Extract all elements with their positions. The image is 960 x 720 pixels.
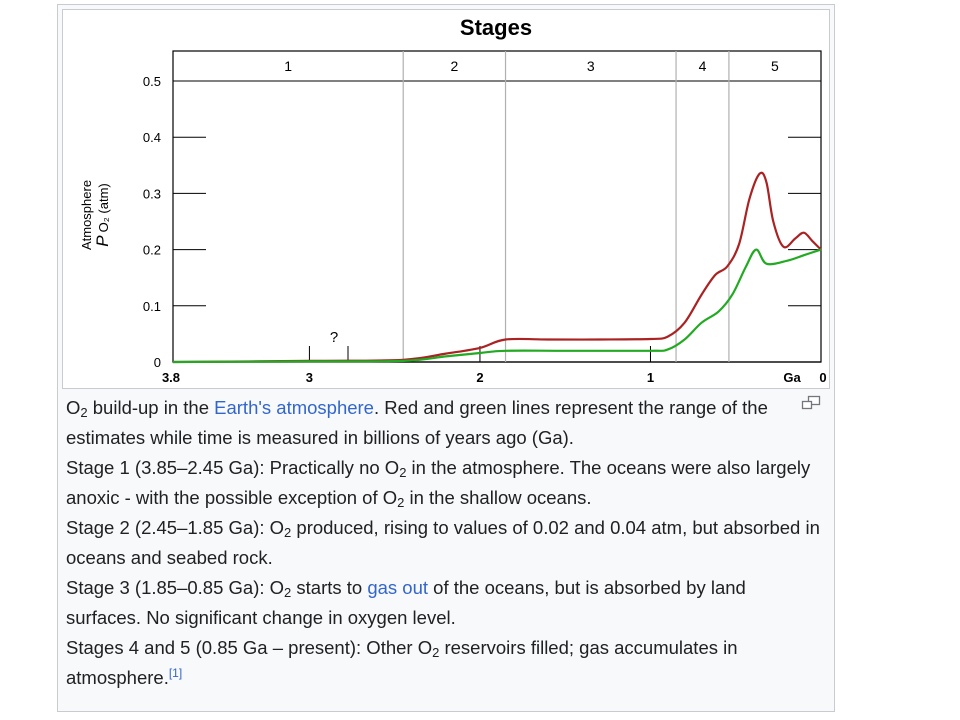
x-tick-label: 0 <box>819 370 826 385</box>
chart-figure[interactable]: Stages Atmosphere P O₂ (atm) Ga ? 1 2 3 4 5 0 0… <box>62 9 830 389</box>
upper-estimate-line <box>172 171 822 364</box>
enlarge-icon <box>801 395 821 410</box>
y-axis-label-italic: P <box>93 235 112 247</box>
y-axis-label-line2: P O₂ (atm) <box>93 183 112 246</box>
y-axis-label-line1: Atmosphere <box>79 180 94 250</box>
stage-label: 2 <box>450 58 458 74</box>
chart-svg: Stages Atmosphere P O₂ (atm) Ga ? 1 2 3 4 5 0 0… <box>79 15 827 385</box>
caption-stage-1: Stage 1 (3.85–2.45 Ga): Practically no O… <box>66 457 811 510</box>
x-unit-label: Ga <box>783 370 801 385</box>
figure-caption: O2 build-up in the Earth's atmosphere. R… <box>66 393 826 693</box>
stage-label: 5 <box>771 58 779 74</box>
x-tick-label: 3 <box>306 370 313 385</box>
question-mark: ? <box>330 329 338 346</box>
stage-label: 3 <box>587 58 595 74</box>
magnify-clip-icon[interactable] <box>800 395 822 411</box>
y-tick-label: 0.5 <box>143 74 161 89</box>
y-tick-label: 0.2 <box>143 243 161 258</box>
earths-atmosphere-link[interactable]: Earth's atmosphere <box>214 397 374 418</box>
caption-intro: O2 build-up in the Earth's atmosphere. R… <box>66 397 768 448</box>
lower-estimate-line <box>172 248 822 364</box>
caption-stage-2: Stage 2 (2.45–1.85 Ga): O2 produced, ris… <box>66 517 820 568</box>
caption-stage-3: Stage 3 (1.85–0.85 Ga): O2 starts to gas… <box>66 577 746 628</box>
y-tick-label: 0.1 <box>143 299 161 314</box>
x-tick-label: 2 <box>476 370 483 385</box>
plot-frame <box>172 50 822 363</box>
stage-label: 1 <box>284 58 292 74</box>
x-tick-label: 1 <box>647 370 654 385</box>
y-tick-label: 0 <box>154 355 161 370</box>
stage-label: 4 <box>699 58 707 74</box>
reference-link[interactable]: [1] <box>168 666 183 680</box>
chart-title: Stages <box>460 15 532 40</box>
y-tick-label: 0.3 <box>143 186 161 201</box>
caption-stages-4-5: Stages 4 and 5 (0.85 Ga – present): Othe… <box>66 637 738 688</box>
y-axis-label-rest: O₂ (atm) <box>96 183 111 232</box>
y-tick-label: 0.4 <box>143 130 161 145</box>
gas-out-link[interactable]: gas out <box>367 577 429 598</box>
x-tick-label: 3.8 <box>162 370 180 385</box>
